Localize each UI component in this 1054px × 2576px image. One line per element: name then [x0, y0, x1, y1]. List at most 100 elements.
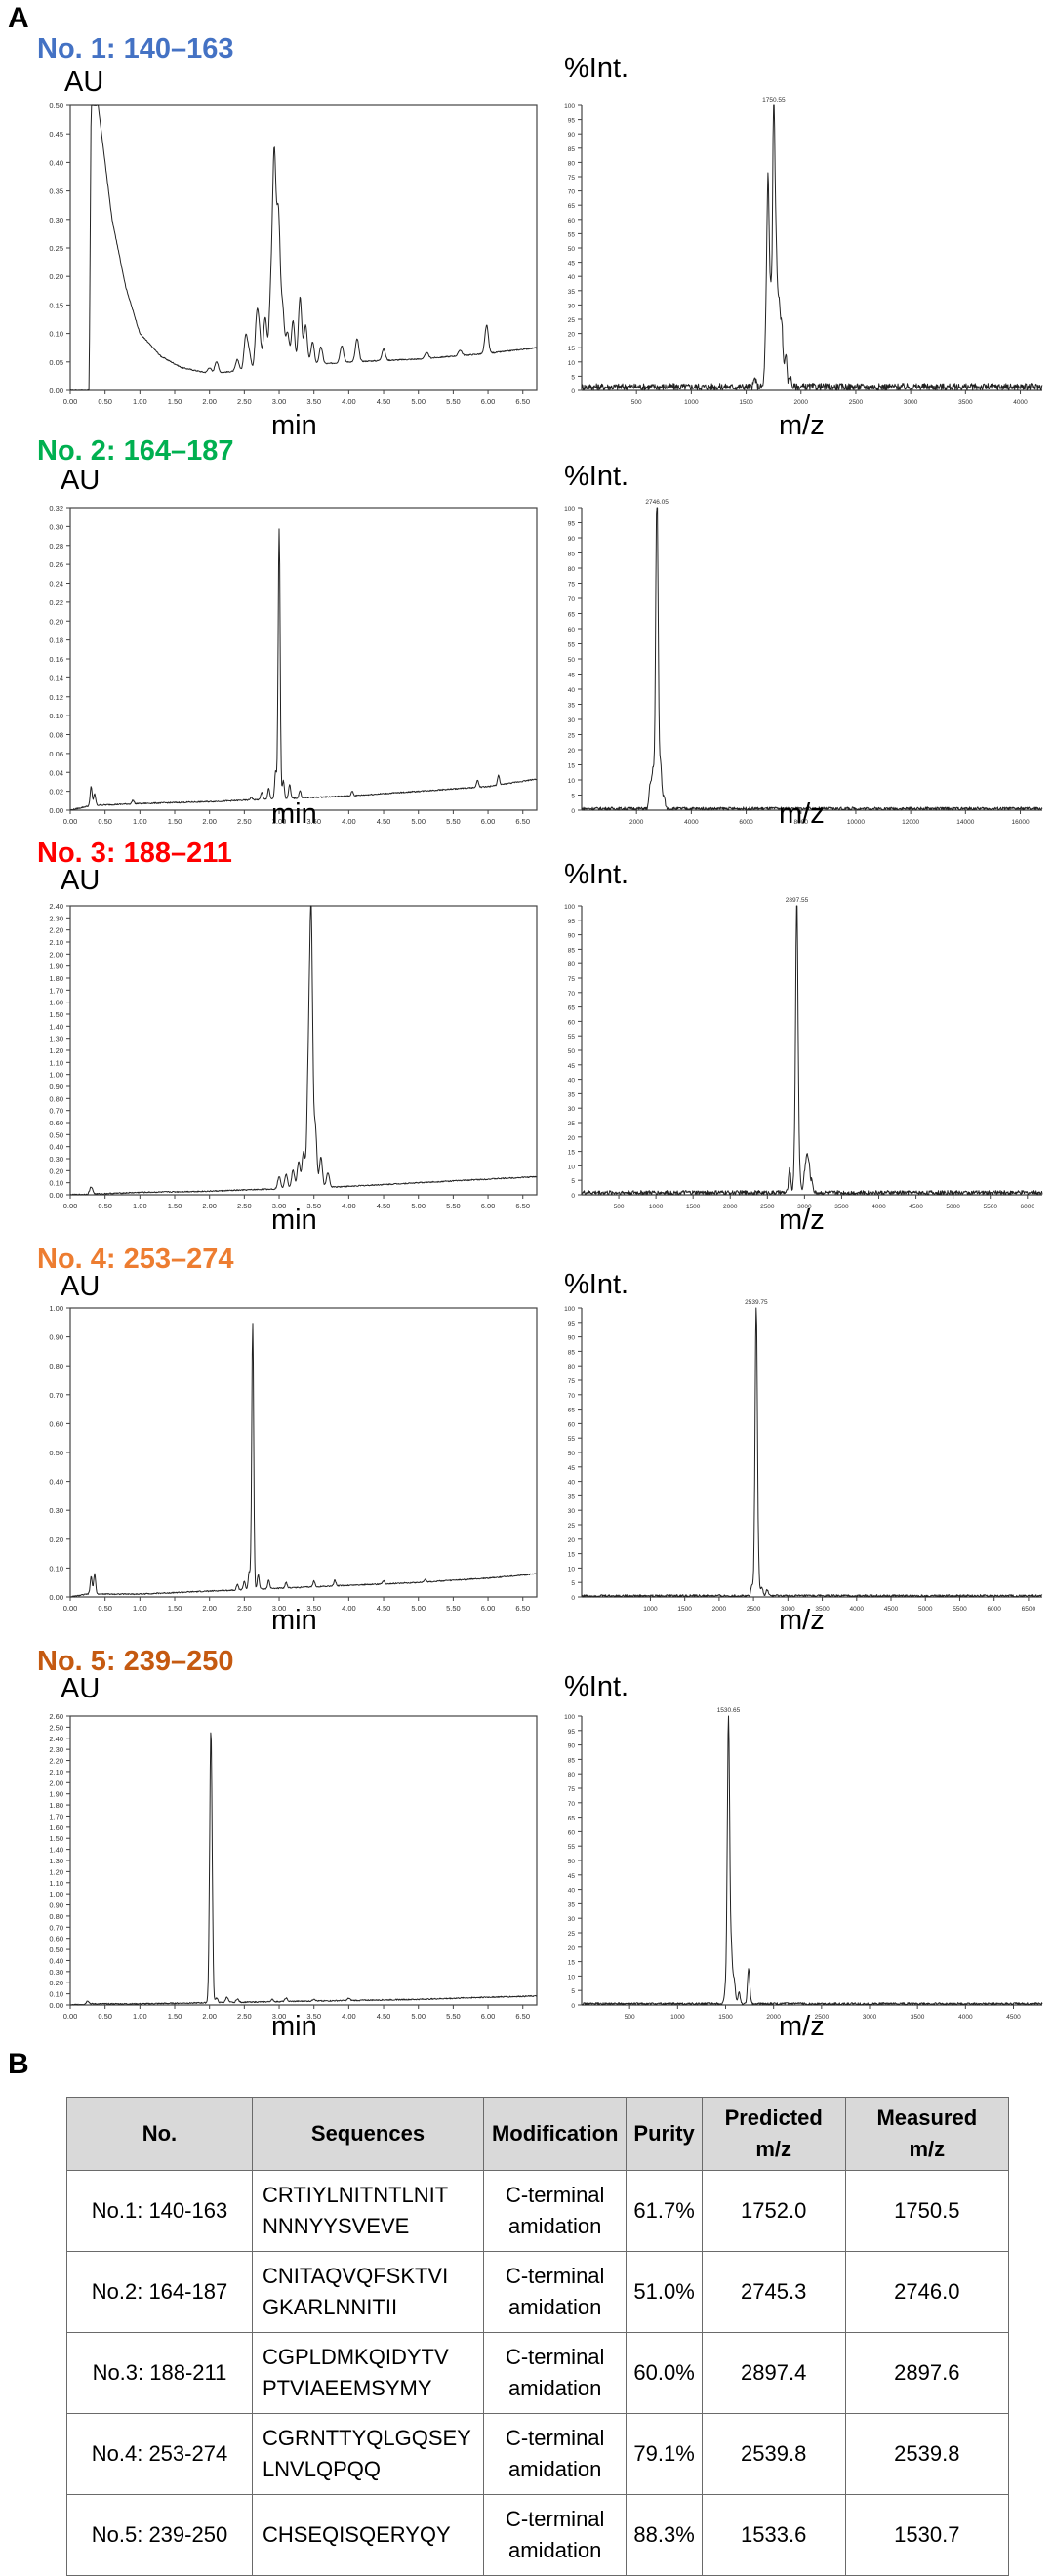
chromatogram-ylabel-5: AU: [61, 1673, 101, 1704]
y-tick-label: 80: [568, 1364, 576, 1370]
x-tick-label: 3500: [958, 399, 973, 406]
x-tick-label: 4000: [850, 1606, 865, 1613]
cell-seq2: GKARLNNITII: [262, 2295, 398, 2319]
cell-seq1: CGPLDMKQIDYTV: [262, 2345, 449, 2369]
y-tick-label: 0.70: [49, 1391, 63, 1400]
y-tick-label: 1.40: [49, 1846, 63, 1855]
y-tick-label: 0.16: [49, 655, 63, 664]
x-tick-label: 5.00: [411, 2012, 426, 2021]
x-tick-label: 5.50: [446, 817, 461, 826]
x-tick-label: 0.00: [63, 397, 78, 406]
table-row: No.2: 164-187 CNITAQVQFSKTVI GKARLNNITII C-…: [66, 2251, 1010, 2333]
x-tick-label: 5.50: [446, 2012, 461, 2021]
y-tick-label: 75: [568, 1378, 576, 1385]
y-tick-label: 2.20: [49, 926, 63, 935]
y-tick-label: 100: [564, 1714, 575, 1721]
mass-spectrum-3: 0 5 10 15 20 25 30 35 40 45 50 55 60 65 70 75 80 85 90 95 10…: [564, 897, 1043, 1210]
x-tick-label: 3500: [815, 1606, 830, 1613]
x-tick-label: 3000: [904, 399, 918, 406]
y-tick-label: 20: [568, 332, 576, 339]
y-tick-label: 50: [568, 1048, 576, 1055]
y-tick-label: 0.60: [49, 1119, 63, 1127]
spectrum-ylabel-2: %Int.: [564, 461, 629, 492]
x-tick-label: 6.00: [481, 817, 496, 826]
y-tick-label: 0.30: [49, 1506, 63, 1515]
cell-mod1: C-terminal: [505, 2264, 605, 2288]
y-tick-label: 0.40: [49, 1478, 63, 1487]
cell-seq: CGRNTTYQLGQSEY LNVLQPQQ: [251, 2413, 485, 2495]
mass-spectrum-4: 0 5 10 15 20 25 30 35 40 45 50 55 60 65 70 75 80 85 90 95 10…: [564, 1299, 1043, 1613]
y-tick-label: 0.00: [49, 2001, 63, 2010]
y-tick-label: 0.30: [49, 1155, 63, 1164]
y-tick-label: 0.40: [49, 1956, 63, 1965]
y-tick-label: 2.20: [49, 1757, 63, 1766]
y-tick-label: 70: [568, 991, 576, 998]
y-tick-label: 80: [568, 160, 576, 167]
y-tick-label: 1.80: [49, 1801, 63, 1810]
x-tick-label: 2000: [794, 399, 809, 406]
y-tick-label: 0.20: [49, 272, 63, 281]
y-tick-label: 0.10: [49, 712, 63, 720]
y-tick-label: 25: [568, 733, 576, 740]
y-tick-label: 60: [568, 627, 576, 634]
x-tick-label: 2.00: [202, 817, 217, 826]
cell-mod1: C-terminal: [505, 2183, 605, 2207]
cell-seq: CHSEQISQERYQY: [251, 2494, 485, 2576]
panel-title-3: No. 3: 188–211: [37, 838, 232, 869]
y-tick-label: 15: [568, 1960, 576, 1967]
y-tick-label: 70: [568, 1801, 576, 1808]
x-tick-label: 6.50: [515, 1202, 530, 1210]
y-tick-label: 0.10: [49, 1179, 63, 1188]
x-tick-label: 3.50: [306, 2012, 321, 2021]
y-tick-label: 80: [568, 566, 576, 573]
y-tick-label: 0.70: [49, 1107, 63, 1116]
cell-seq: CRTIYLNITNTLNIT NNNYYSVEVE: [251, 2170, 485, 2252]
x-tick-label: 5.00: [411, 1604, 426, 1613]
y-tick-label: 45: [568, 261, 576, 267]
spectrum-xlabel-3: m/z: [779, 1205, 825, 1236]
y-tick-label: 1.90: [49, 962, 63, 971]
cell-mod: C-terminal amidation: [483, 2413, 628, 2495]
spectrum-ylabel-1: %Int.: [564, 53, 629, 84]
chromatogram-xlabel-3: min: [271, 1205, 317, 1236]
cell-purity: 79.1%: [626, 2413, 703, 2495]
x-tick-label: 4000: [958, 2014, 973, 2021]
y-tick-label: 0.30: [49, 522, 63, 531]
y-tick-label: 55: [568, 1844, 576, 1851]
spectrum-trace: [581, 1307, 1043, 1598]
panel-row-5: No. 5: 239–250 AU %Int. 0.00 0.10 0.20 0.30…: [0, 1646, 1054, 2056]
y-tick-label: 85: [568, 1757, 576, 1764]
y-tick-label: 10: [568, 1566, 576, 1573]
y-tick-label: 5: [571, 1580, 575, 1587]
y-tick-label: 1.50: [49, 1010, 63, 1019]
y-tick-label: 95: [568, 919, 576, 925]
x-tick-label: 2.50: [237, 1604, 252, 1613]
x-tick-label: 6.50: [515, 397, 530, 406]
y-tick-label: 0.28: [49, 542, 63, 551]
y-tick-label: 25: [568, 1931, 576, 1938]
x-tick-label: 5000: [918, 1606, 933, 1613]
plot-frame: [69, 1307, 538, 1598]
y-tick-label: 60: [568, 1829, 576, 1836]
y-tick-label: 0.20: [49, 617, 63, 626]
y-tick-label: 45: [568, 1873, 576, 1880]
x-tick-label: 2.00: [202, 397, 217, 406]
header-measured: Measured m/z: [844, 2097, 1010, 2171]
x-tick-label: 1000: [670, 2014, 685, 2021]
y-tick-label: 2.00: [49, 950, 63, 959]
spectrum-ylabel-5: %Int.: [564, 1671, 629, 1702]
cell-mod: C-terminal amidation: [483, 2332, 628, 2414]
y-tick-label: 70: [568, 596, 576, 603]
y-tick-label: 85: [568, 947, 576, 954]
chromatogram-2: 0.00 0.02 0.04 0.06 0.08 0.10 0.12 0.14 0.16 0.18…: [49, 504, 538, 826]
peak-label: 1750.55: [762, 97, 786, 103]
header-sequences: Sequences: [251, 2097, 485, 2171]
cell-seq2: PTVIAEEMSYMY: [262, 2376, 432, 2400]
cell-predicted: 1752.0: [701, 2170, 846, 2252]
y-tick-label: 75: [568, 1786, 576, 1793]
y-tick-label: 50: [568, 1859, 576, 1865]
x-tick-label: 6.00: [481, 1604, 496, 1613]
y-tick-label: 0.15: [49, 301, 63, 309]
x-tick-label: 500: [625, 2014, 635, 2021]
y-tick-label: 2.10: [49, 938, 63, 947]
